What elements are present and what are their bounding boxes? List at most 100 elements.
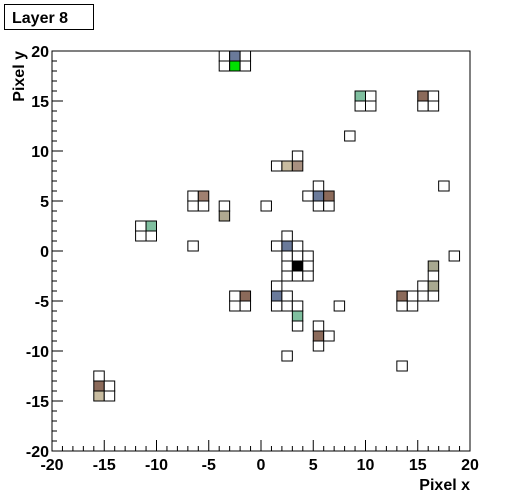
cell <box>291 320 304 332</box>
cell <box>427 280 440 292</box>
title-box <box>4 4 94 30</box>
cell <box>354 90 366 102</box>
cell <box>448 250 461 262</box>
y-tick-label: -15 <box>26 394 49 411</box>
y-tick-label: -5 <box>35 294 49 311</box>
cell <box>270 300 283 312</box>
cell <box>145 220 158 232</box>
cell <box>312 340 325 352</box>
cell <box>229 290 241 302</box>
cell <box>135 220 147 232</box>
y-tick-label: -20 <box>26 444 49 461</box>
cell <box>291 270 304 282</box>
cell <box>427 100 440 112</box>
cell <box>103 390 116 402</box>
cell <box>281 250 293 262</box>
cell <box>417 100 429 112</box>
cell <box>406 300 419 312</box>
cell <box>281 270 293 282</box>
plot-frame <box>51 50 471 452</box>
cell <box>187 240 199 252</box>
cell <box>281 260 293 272</box>
cell <box>333 300 346 312</box>
cell <box>270 290 283 302</box>
cell <box>281 240 293 252</box>
cell <box>291 160 304 172</box>
y-tick-label: 15 <box>31 94 49 111</box>
x-tick-label: 10 <box>357 457 375 474</box>
cell <box>218 50 231 62</box>
cell <box>239 50 252 62</box>
y-tick-label: 20 <box>31 44 49 61</box>
cell <box>218 210 231 222</box>
cell <box>239 60 252 72</box>
cell <box>291 260 304 272</box>
cell <box>406 290 419 302</box>
cell <box>239 290 252 302</box>
chart-title: Layer 8 <box>12 10 68 27</box>
cell <box>312 330 325 342</box>
cell <box>281 290 293 302</box>
cell <box>218 60 231 72</box>
cell <box>291 300 304 312</box>
cell <box>427 90 440 102</box>
cell <box>323 190 335 202</box>
cell <box>427 270 440 282</box>
cell <box>270 280 283 292</box>
cell <box>145 230 158 242</box>
cell <box>281 300 293 312</box>
cell <box>396 300 408 312</box>
cell <box>396 290 408 302</box>
cell <box>417 290 429 302</box>
cell <box>281 350 293 362</box>
cell <box>438 180 450 192</box>
cell <box>260 200 272 212</box>
cell <box>93 370 105 382</box>
cell <box>281 160 293 172</box>
cell <box>187 190 199 202</box>
x-tick-label: 0 <box>257 457 266 474</box>
x-tick-label: 15 <box>409 457 427 474</box>
cell <box>93 380 105 392</box>
cell <box>312 320 325 332</box>
cell <box>417 280 429 292</box>
cell <box>93 390 105 402</box>
cell <box>323 330 335 342</box>
x-tick-label: -5 <box>202 457 216 474</box>
cell <box>312 190 325 202</box>
cell <box>291 150 304 162</box>
cell <box>218 200 231 212</box>
cell <box>312 200 325 212</box>
cell <box>270 160 283 172</box>
cell <box>302 250 314 262</box>
x-tick-label: 20 <box>461 457 479 474</box>
cell <box>187 200 199 212</box>
cell <box>302 260 314 272</box>
cell <box>354 100 366 112</box>
x-axis-label: Pixel x <box>419 477 470 494</box>
y-tick-label: 10 <box>31 144 49 161</box>
y-tick-label: 5 <box>40 194 49 211</box>
cell <box>427 290 440 302</box>
x-tick-label: 5 <box>309 457 318 474</box>
cell <box>291 240 304 252</box>
x-tick-label: -20 <box>40 457 63 474</box>
cell <box>229 300 241 312</box>
x-tick-label: -15 <box>93 457 116 474</box>
cell <box>197 200 210 212</box>
cell <box>323 200 335 212</box>
x-tick-label: -10 <box>145 457 168 474</box>
cell <box>365 90 377 102</box>
cell <box>302 190 314 202</box>
cell <box>417 90 429 102</box>
y-tick-label: 0 <box>40 244 49 261</box>
cell <box>239 300 252 312</box>
cell <box>291 250 304 262</box>
cell <box>103 380 116 392</box>
cell <box>270 240 283 252</box>
cell <box>281 230 293 242</box>
cell <box>344 130 356 142</box>
cell <box>229 50 241 62</box>
cell <box>291 310 304 322</box>
